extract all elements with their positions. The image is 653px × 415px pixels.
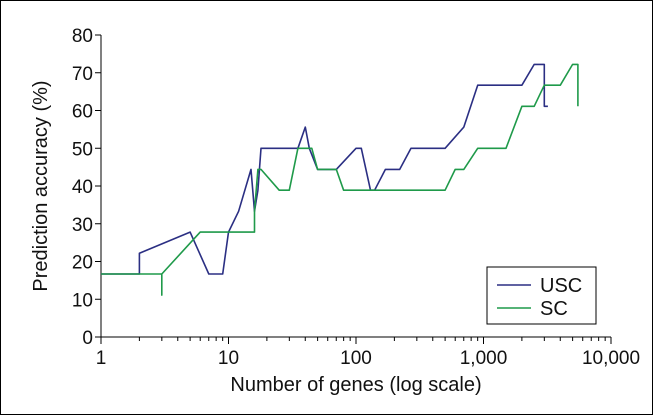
y-tick-label: 10 [72, 290, 93, 311]
y-tick-label: 50 [72, 139, 93, 160]
y-tick-label: 40 [72, 177, 93, 198]
y-tick-label: 30 [72, 215, 93, 236]
x-tick-label: 10,000 [582, 348, 640, 369]
x-axis-title: Number of genes (log scale) [230, 374, 481, 396]
x-tick-label: 1 [96, 348, 107, 369]
x-tick-label: 1,000 [460, 348, 508, 369]
legend-label-usc: USC [540, 275, 582, 297]
y-axis-title: Prediction accuracy (%) [30, 80, 52, 291]
x-tick-label: 10 [218, 348, 239, 369]
x-tick-label: 100 [340, 348, 372, 369]
legend-label-sc: SC [540, 298, 568, 320]
series-line-usc [101, 63, 548, 275]
series-line-sc [101, 63, 579, 296]
y-tick-label: 80 [72, 26, 93, 47]
series-layer [101, 63, 579, 296]
y-tick-label: 70 [72, 64, 93, 85]
y-tick-label: 0 [82, 328, 93, 349]
y-tick-label: 20 [72, 253, 93, 274]
x-axis: 1 10 100 1,000 10,000 [96, 336, 640, 369]
legend: USC SC [486, 266, 597, 325]
y-axis: 0 10 20 30 40 50 60 70 80 [72, 26, 102, 349]
legend-box [486, 266, 597, 325]
y-tick-label: 60 [72, 102, 93, 123]
